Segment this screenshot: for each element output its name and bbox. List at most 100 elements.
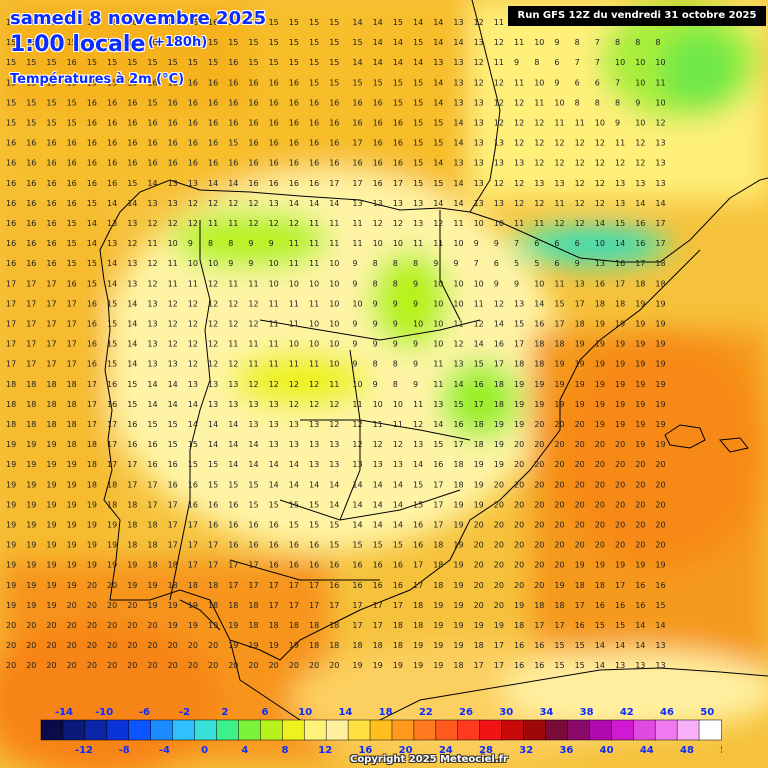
temperature-value: 16 bbox=[46, 18, 56, 27]
temperature-value: 16 bbox=[168, 480, 178, 489]
temperature-value: 16 bbox=[188, 18, 198, 27]
temperature-value: 16 bbox=[147, 440, 157, 449]
temperature-value: 11 bbox=[474, 299, 484, 308]
legend-swatch bbox=[457, 719, 481, 741]
temperature-value: 16 bbox=[127, 159, 137, 168]
temperature-value: 16 bbox=[269, 521, 279, 530]
temperature-value: 15 bbox=[26, 119, 36, 128]
temperature-value: 20 bbox=[655, 521, 665, 530]
temperature-value: 13 bbox=[474, 159, 484, 168]
temperature-value: 19 bbox=[655, 400, 665, 409]
temperature-value: 19 bbox=[6, 561, 16, 570]
temperature-value: 16 bbox=[188, 78, 198, 87]
temperature-value: 17 bbox=[147, 480, 157, 489]
temperature-value: 19 bbox=[26, 480, 36, 489]
temperature-value: 12 bbox=[575, 199, 585, 208]
legend-swatch bbox=[282, 719, 305, 741]
temperature-value: 17 bbox=[6, 360, 16, 369]
temperature-value: 11 bbox=[269, 360, 279, 369]
temperature-value: 17 bbox=[352, 621, 362, 630]
temperature-value: 13 bbox=[269, 199, 279, 208]
legend-swatch bbox=[545, 719, 569, 741]
temperature-value: 11 bbox=[329, 219, 339, 228]
temperature-value: 20 bbox=[474, 601, 484, 610]
temperature-value: 13 bbox=[289, 420, 299, 429]
temperature-value: 15 bbox=[248, 38, 258, 47]
temperature-value: 17 bbox=[393, 601, 403, 610]
temperature-value: 10 bbox=[393, 400, 403, 409]
temperature-value: 15 bbox=[6, 98, 16, 107]
temperature-value: 11 bbox=[554, 199, 564, 208]
temperature-value: 15 bbox=[352, 38, 362, 47]
temperature-value: 18 bbox=[595, 581, 605, 590]
temperature-value: 20 bbox=[494, 601, 504, 610]
temperature-value: 17 bbox=[329, 601, 339, 610]
temperature-value: 10 bbox=[208, 259, 218, 268]
temperature-value: 16 bbox=[228, 18, 238, 27]
temperature-value: 11 bbox=[309, 259, 319, 268]
temperature-value: 13 bbox=[248, 400, 258, 409]
temperature-value: 16 bbox=[6, 159, 16, 168]
temperature-value: 17 bbox=[188, 541, 198, 550]
temperature-value: 10 bbox=[373, 400, 383, 409]
temperature-value: 12 bbox=[352, 420, 362, 429]
temperature-value: 14 bbox=[352, 500, 362, 509]
temperature-value: 19 bbox=[595, 360, 605, 369]
temperature-value: 11 bbox=[433, 360, 443, 369]
temperature-value: 19 bbox=[615, 360, 625, 369]
temperature-value: 6 bbox=[595, 78, 600, 87]
temperature-value: 19 bbox=[635, 561, 645, 570]
temperature-value: 16 bbox=[87, 119, 97, 128]
temperature-value: 18 bbox=[67, 380, 77, 389]
temperature-value: 17 bbox=[352, 139, 362, 148]
temperature-value: 19 bbox=[453, 641, 463, 650]
temperature-value: 13 bbox=[595, 259, 605, 268]
temperature-value: 16 bbox=[87, 18, 97, 27]
temperature-value: 15 bbox=[127, 38, 137, 47]
temperature-value: 17 bbox=[494, 360, 504, 369]
temperature-value: 13 bbox=[269, 400, 279, 409]
temperature-value: 20 bbox=[615, 460, 625, 469]
temperature-value: 19 bbox=[453, 601, 463, 610]
temperature-value: 16 bbox=[188, 98, 198, 107]
temperature-value: 17 bbox=[67, 360, 77, 369]
temperature-value: 16 bbox=[329, 159, 339, 168]
temperature-value: 16 bbox=[352, 561, 362, 570]
temperature-value: 17 bbox=[67, 340, 77, 349]
temperature-value: 19 bbox=[595, 340, 605, 349]
temperature-value: 12 bbox=[208, 299, 218, 308]
temperature-value: 13 bbox=[413, 440, 423, 449]
temperature-value: 19 bbox=[474, 460, 484, 469]
temperature-value: 18 bbox=[453, 480, 463, 489]
temperature-value: 11 bbox=[514, 219, 524, 228]
temperature-value: 13 bbox=[147, 320, 157, 329]
temperature-value: 12 bbox=[655, 119, 665, 128]
temperature-value: 19 bbox=[575, 561, 585, 570]
temperature-value: 17 bbox=[329, 179, 339, 188]
temperature-value: 16 bbox=[393, 119, 403, 128]
temperature-value: 18 bbox=[373, 641, 383, 650]
temperature-value: 11 bbox=[168, 279, 178, 288]
temperature-value: 18 bbox=[87, 440, 97, 449]
temperature-value: 19 bbox=[453, 521, 463, 530]
temperature-value: 10 bbox=[289, 340, 299, 349]
temperature-value: 17 bbox=[655, 239, 665, 248]
temperature-value: 9 bbox=[188, 239, 193, 248]
temperature-value: 16 bbox=[309, 159, 319, 168]
temperature-value: 11 bbox=[309, 299, 319, 308]
temperature-value: 16 bbox=[635, 581, 645, 590]
temperature-value: 20 bbox=[46, 621, 56, 630]
temperature-value: 19 bbox=[228, 621, 238, 630]
temperature-value: 17 bbox=[433, 480, 443, 489]
temperature-value: 20 bbox=[595, 541, 605, 550]
temperature-value: 13 bbox=[453, 78, 463, 87]
temperature-value: 14 bbox=[453, 380, 463, 389]
temperature-value: 12 bbox=[208, 199, 218, 208]
temperature-value: 15 bbox=[188, 460, 198, 469]
temperature-value: 9 bbox=[413, 299, 418, 308]
temperature-value: 16 bbox=[188, 139, 198, 148]
temperature-value: 18 bbox=[87, 480, 97, 489]
temperature-value: 14 bbox=[393, 480, 403, 489]
temperature-value: 13 bbox=[453, 98, 463, 107]
temperature-value: 19 bbox=[26, 440, 36, 449]
